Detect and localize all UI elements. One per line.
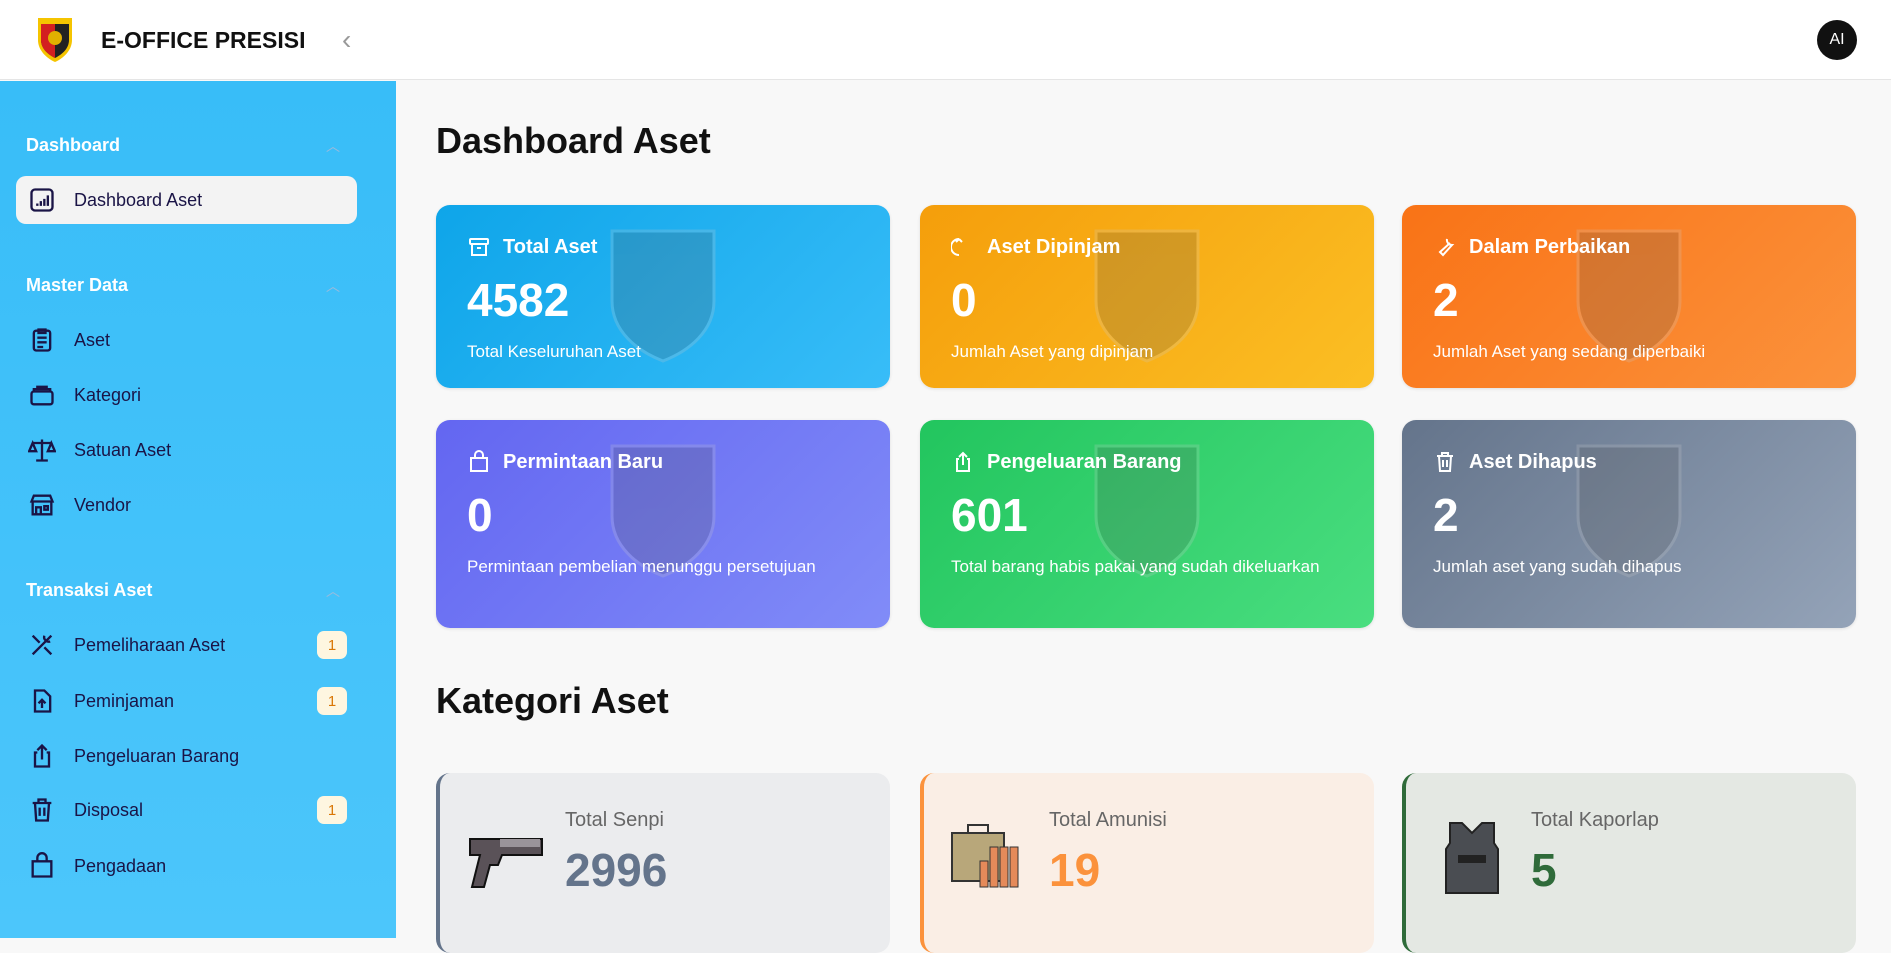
category-value: 2996 <box>565 844 668 896</box>
sidebar-item-label: Kategori <box>74 384 142 405</box>
sidebar-item-satuan-aset[interactable]: Satuan Aset <box>16 426 357 474</box>
trash-icon <box>1437 452 1453 472</box>
sidebar-item-aset[interactable]: Aset <box>16 316 357 364</box>
chart-icon <box>30 188 54 212</box>
logistik-watermark-icon <box>610 229 716 363</box>
trash-icon <box>32 798 52 822</box>
stat-description: Total Keseluruhan Aset <box>467 342 641 361</box>
sidebar-item-label: Satuan Aset <box>74 439 172 460</box>
sidebar-item-pengadaan[interactable]: Pengadaan <box>16 842 357 890</box>
collapse-sidebar-button[interactable]: ‹ <box>342 24 352 55</box>
sidebar-item-label: Disposal <box>74 799 144 820</box>
chevron-up-icon[interactable]: ︿ <box>326 138 340 154</box>
stat-card[interactable]: Total Aset 4582 Total Keseluruhan Aset <box>436 205 890 388</box>
count-badge: 1 <box>317 796 347 824</box>
stat-description: Jumlah Aset yang dipinjam <box>951 342 1154 361</box>
stat-title: Aset Dihapus <box>1469 450 1597 473</box>
category-value: 19 <box>1049 844 1101 896</box>
stat-title: Total Aset <box>503 235 598 258</box>
category-label: Total Amunisi <box>1049 809 1167 831</box>
logistik-watermark-icon <box>1094 444 1200 578</box>
top-bar: E-OFFICE PRESISI ‹ AI <box>0 0 1891 80</box>
category-card-amunisi[interactable]: Total Amunisi 19 <box>920 773 1374 953</box>
sidebar-item-label: Dashboard Aset <box>74 189 203 210</box>
stat-card[interactable]: Aset Dipinjam 0 Jumlah Aset yang dipinja… <box>920 205 1374 388</box>
stack-icon <box>30 385 54 406</box>
stat-card[interactable]: Pengeluaran Barang 601 Total barang habi… <box>920 420 1374 628</box>
category-value: 5 <box>1531 844 1557 896</box>
chevron-up-icon[interactable]: ︿ <box>326 583 340 599</box>
wrench-icon <box>1438 238 1455 257</box>
stat-card[interactable]: Dalam Perbaikan 2 Jumlah Aset yang sedan… <box>1402 205 1856 388</box>
section-master-data[interactable]: Master Data <box>26 275 129 295</box>
stat-value: 4582 <box>467 274 570 326</box>
pistol-icon <box>469 838 543 888</box>
sidebar-item-disposal[interactable]: Disposal 1 <box>16 786 357 834</box>
archive-icon <box>469 238 489 256</box>
sidebar-item-label: Peminjaman <box>74 690 175 711</box>
stat-card[interactable]: Aset Dihapus 2 Jumlah aset yang sudah di… <box>1402 420 1856 628</box>
stat-title: Dalam Perbaikan <box>1469 235 1631 258</box>
stat-description: Total barang habis pakai yang sudah dike… <box>951 557 1320 576</box>
section-title-kategori: Kategori Aset <box>436 680 669 721</box>
sidebar-item-label: Pengadaan <box>74 855 167 876</box>
tools-icon <box>31 634 53 656</box>
clipboard-icon <box>32 328 52 352</box>
logistik-watermark-icon <box>1576 444 1682 578</box>
stat-title: Aset Dipinjam <box>987 235 1121 258</box>
stat-title: Pengeluaran Barang <box>987 450 1182 473</box>
undo-icon <box>951 238 963 256</box>
sidebar-item-kategori[interactable]: Kategori <box>16 371 357 419</box>
bag-icon <box>470 450 488 472</box>
ammo-box-icon <box>951 824 1019 888</box>
stat-value: 2 <box>1433 489 1459 541</box>
sidebar-item-label: Pengeluaran Barang <box>74 745 240 766</box>
category-card-senpi[interactable]: Total Senpi 2996 <box>436 773 890 953</box>
category-label: Total Senpi <box>565 809 664 831</box>
vest-icon <box>1445 822 1499 894</box>
logistik-watermark-icon <box>1094 229 1200 363</box>
stat-description: Permintaan pembelian menunggu persetujua… <box>467 557 816 576</box>
sidebar-item-label: Vendor <box>74 494 132 515</box>
stat-value: 601 <box>951 489 1028 541</box>
logistik-watermark-icon <box>1576 229 1682 363</box>
sidebar-item-pemeliharaan-aset[interactable]: Pemeliharaan Aset 1 <box>16 621 357 669</box>
chevron-up-icon[interactable]: ︿ <box>326 278 340 294</box>
logistik-watermark-icon <box>610 444 716 578</box>
sidebar-item-label: Aset <box>74 329 111 350</box>
share-icon <box>33 743 51 768</box>
section-dashboard[interactable]: Dashboard <box>26 135 121 155</box>
stat-value: 2 <box>1433 274 1459 326</box>
share-icon <box>956 451 970 472</box>
sidebar-item-pengeluaran-barang[interactable]: Pengeluaran Barang <box>16 732 357 780</box>
stat-description: Jumlah Aset yang sedang diperbaiki <box>1433 342 1706 361</box>
scale-icon <box>28 439 56 462</box>
page-title: Dashboard Aset <box>436 120 711 161</box>
stat-title: Permintaan Baru <box>503 450 664 473</box>
stat-description: Jumlah aset yang sudah dihapus <box>1433 557 1682 576</box>
logistik-logo <box>38 18 72 62</box>
bag-icon <box>31 852 53 878</box>
sidebar: Dashboard ︿ Dashboard Aset Master Data ︿… <box>0 81 396 938</box>
stat-value: 0 <box>467 489 493 541</box>
stat-value: 0 <box>951 274 977 326</box>
avatar[interactable]: AI <box>1817 20 1857 60</box>
sidebar-item-label: Pemeliharaan Aset <box>74 634 226 655</box>
app-title: E-OFFICE PRESISI <box>101 27 306 53</box>
store-icon <box>29 494 55 516</box>
sidebar-item-peminjaman[interactable]: Peminjaman 1 <box>16 677 357 725</box>
category-card-kaporlap[interactable]: Total Kaporlap 5 <box>1402 773 1856 953</box>
sidebar-item-vendor[interactable]: Vendor <box>16 481 357 529</box>
count-badge: 1 <box>317 687 347 715</box>
count-badge: 1 <box>317 631 347 659</box>
category-label: Total Kaporlap <box>1531 809 1659 831</box>
section-transaksi-aset[interactable]: Transaksi Aset <box>26 580 153 600</box>
sidebar-item-dashboard-aset[interactable]: Dashboard Aset <box>16 176 357 224</box>
file-upload-icon <box>33 689 52 713</box>
stat-card[interactable]: Permintaan Baru 0 Permintaan pembelian m… <box>436 420 890 628</box>
